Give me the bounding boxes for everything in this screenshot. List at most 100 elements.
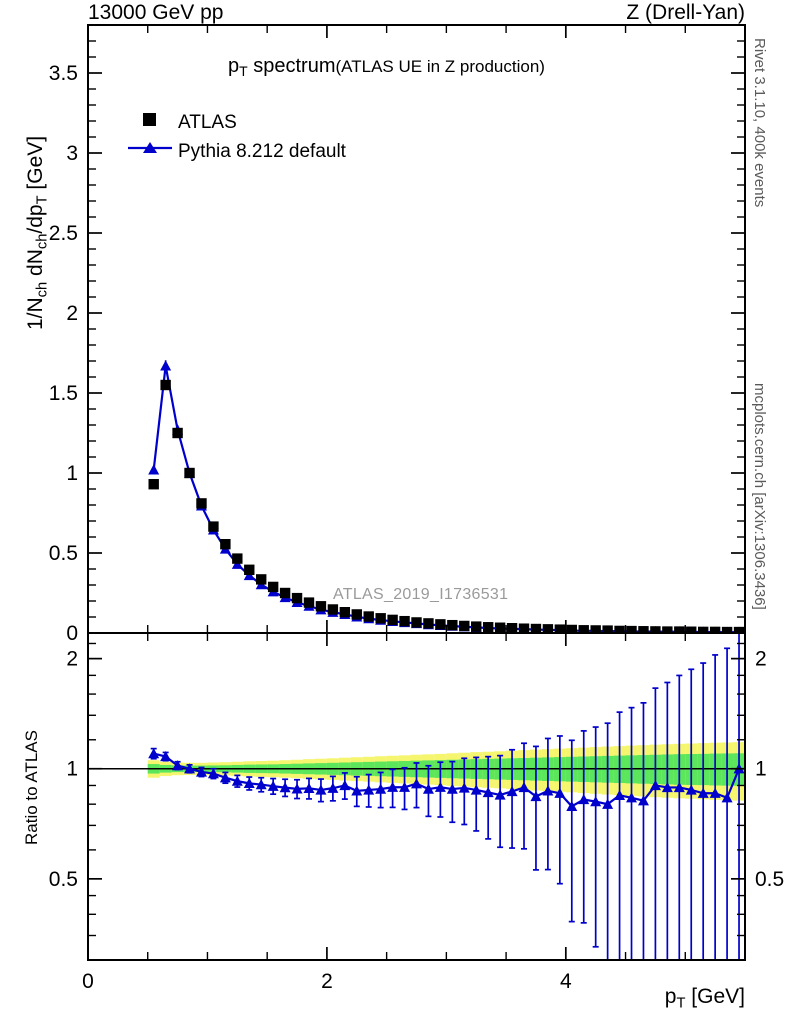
data-marker-square xyxy=(279,587,291,599)
x-axis-label: pT [GeV] xyxy=(665,985,745,1011)
ratio-marker-triangle xyxy=(542,785,554,796)
ratio-marker-triangle xyxy=(590,796,602,807)
ratio-marker-triangle xyxy=(649,779,661,791)
ratio-marker-triangle xyxy=(303,782,315,793)
ratio-marker-triangle xyxy=(267,780,279,791)
ratio-marker-triangle xyxy=(231,775,243,786)
mc-line xyxy=(152,365,740,633)
data-marker-square xyxy=(626,625,637,633)
y-tick-label-ratio: 2 xyxy=(66,648,78,671)
data-marker-square xyxy=(148,479,159,490)
ratio-marker-triangle xyxy=(626,792,638,803)
title-sub: T xyxy=(239,63,248,80)
ratio-panel-frame xyxy=(87,632,746,961)
data-marker-square xyxy=(256,574,267,585)
x-tick-label: 0 xyxy=(82,970,94,993)
ratio-marker-triangle xyxy=(458,782,470,793)
data-marker-square xyxy=(196,498,207,509)
ratio-marker-triangle xyxy=(554,787,566,798)
y-tick-label-ratio: 1 xyxy=(66,758,78,781)
data-marker-square xyxy=(303,597,315,608)
ratio-marker-triangle xyxy=(315,784,327,795)
title-p: p xyxy=(228,55,240,77)
data-marker-square xyxy=(686,626,697,633)
data-marker-square xyxy=(542,624,554,633)
ratio-marker-triangle xyxy=(219,772,231,783)
ratio-marker-triangle xyxy=(518,781,530,793)
ratio-marker-triangle xyxy=(363,784,375,795)
ratio-series-group xyxy=(148,633,745,960)
data-marker-square xyxy=(244,564,255,575)
ratio-marker-triangle xyxy=(446,783,458,794)
data-marker-square xyxy=(518,623,530,633)
ratio-marker-triangle xyxy=(255,779,267,790)
data-marker-square xyxy=(638,626,649,633)
x-tick-label: 4 xyxy=(560,970,572,993)
y-tick-label-main: 0.5 xyxy=(49,542,78,565)
y-tick-label-ratio-right: 2 xyxy=(755,648,767,671)
ratio-marker-triangle xyxy=(673,781,685,793)
data-marker-square xyxy=(566,624,577,633)
data-marker-square xyxy=(351,609,362,620)
header-beam-label: 13000 GeV pp xyxy=(88,1,224,24)
data-marker-square xyxy=(554,624,566,633)
legend-marker-square xyxy=(143,113,156,126)
x-tick-label: 2 xyxy=(321,970,333,993)
xlabel-p: p xyxy=(664,985,677,1008)
analysis-watermark: ATLAS_2019_I1736531 xyxy=(333,586,509,603)
ratio-marker-triangle xyxy=(327,782,339,793)
ratio-marker-triangle xyxy=(566,800,578,812)
data-marker-square xyxy=(208,521,219,532)
mc-marker-triangle xyxy=(160,360,172,371)
data-marker-square xyxy=(733,626,745,633)
ratio-marker-triangle xyxy=(184,763,196,774)
data-marker-square xyxy=(471,621,482,632)
ratio-marker-triangle xyxy=(494,789,506,800)
title-paren: (ATLAS UE in Z production) xyxy=(335,57,545,76)
data-marker-square xyxy=(494,622,506,633)
ratio-marker-triangle xyxy=(148,748,160,759)
ratio-marker-triangle xyxy=(697,787,709,798)
data-marker-square xyxy=(447,619,458,631)
data-marker-square xyxy=(578,625,589,633)
ratio-marker-triangle xyxy=(721,792,733,803)
ratio-marker-triangle xyxy=(422,783,434,794)
data-marker-square xyxy=(399,615,410,627)
data-marker-square xyxy=(411,617,422,628)
y-tick-label-main: 0 xyxy=(66,622,78,645)
data-marker-square xyxy=(697,626,709,633)
legend-label-atlas: ATLAS xyxy=(178,112,237,133)
ratio-marker-triangle xyxy=(685,784,697,795)
mc-marker-triangle xyxy=(148,464,160,475)
y-tick-label-main: 1.5 xyxy=(49,382,78,405)
data-marker-square xyxy=(160,379,171,391)
y-tick-label-ratio-right: 1 xyxy=(755,758,767,781)
ratio-marker-triangle xyxy=(243,777,255,789)
legend-marker-triangle xyxy=(143,142,157,153)
data-marker-square xyxy=(387,614,398,626)
ratio-marker-triangle xyxy=(339,779,351,791)
ratio-marker-triangle xyxy=(661,781,673,793)
ratio-marker-triangle xyxy=(411,778,422,789)
y-tick-label-main: 3.5 xyxy=(49,62,78,85)
main-series-group xyxy=(148,360,745,633)
data-marker-square xyxy=(506,623,518,633)
data-marker-square xyxy=(602,625,613,633)
ratio-marker-triangle xyxy=(614,789,626,800)
ratio-marker-triangle xyxy=(578,793,590,805)
ratio-marker-triangle xyxy=(506,785,518,797)
ratio-marker-triangle xyxy=(195,766,207,777)
ratio-marker-triangle xyxy=(637,795,649,806)
y-tick-label-main: 1 xyxy=(66,462,78,485)
xlabel-unit: [GeV] xyxy=(685,985,745,1008)
data-marker-square xyxy=(423,618,434,629)
y-tick-label-main: 2 xyxy=(66,302,78,325)
ratio-marker-triangle xyxy=(172,760,184,771)
ratio-marker-triangle xyxy=(387,781,399,792)
data-marker-square xyxy=(721,626,733,633)
ratio-marker-triangle xyxy=(375,783,387,794)
data-marker-square xyxy=(172,427,183,439)
data-marker-square xyxy=(375,613,386,624)
